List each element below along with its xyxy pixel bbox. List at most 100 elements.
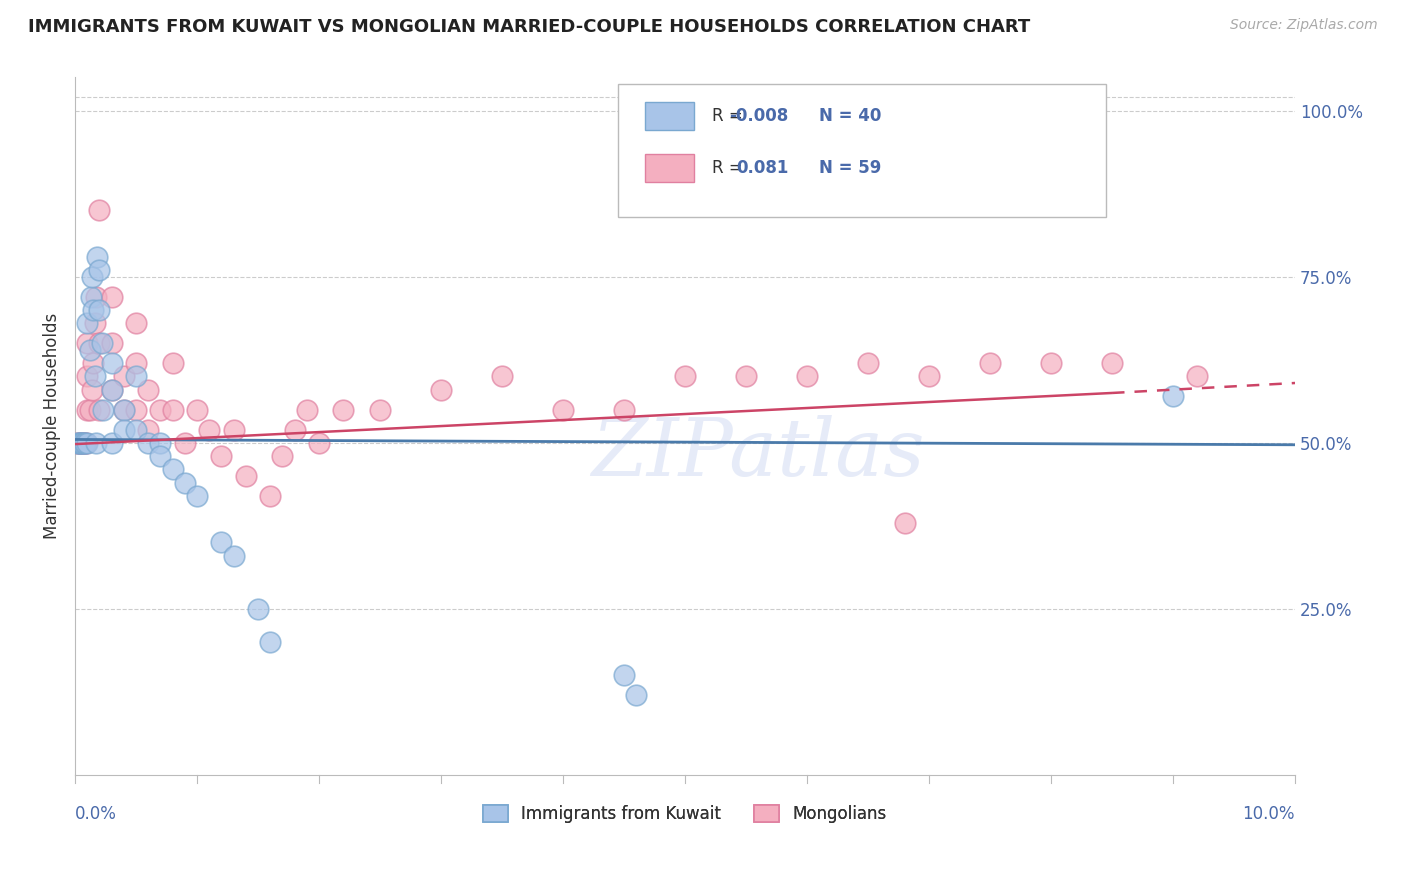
Point [79, 402, 101, 417]
Point [1187, 369, 1209, 384]
Point [112, 423, 135, 437]
Point [149, 402, 172, 417]
Point [1040, 356, 1063, 370]
Text: 0.0%: 0.0% [75, 805, 117, 823]
Point [796, 369, 818, 384]
Point [79, 343, 101, 357]
Point [86, 250, 108, 264]
Point [136, 423, 159, 437]
Point [259, 489, 281, 503]
Point [125, 402, 148, 417]
Point [125, 316, 148, 330]
Point [332, 402, 354, 417]
Legend: Immigrants from Kuwait, Mongolians: Immigrants from Kuwait, Mongolians [477, 797, 894, 830]
Point [173, 475, 195, 490]
Point [91, 402, 114, 417]
FancyBboxPatch shape [645, 154, 693, 182]
Point [247, 602, 270, 616]
Point [112, 402, 135, 417]
Point [125, 369, 148, 384]
Point [112, 402, 135, 417]
Point [70, 435, 93, 450]
Point [162, 462, 184, 476]
Point [100, 383, 122, 397]
Point [222, 423, 245, 437]
Point [82, 356, 104, 370]
FancyBboxPatch shape [617, 85, 1107, 217]
Point [198, 423, 221, 437]
Point [1101, 356, 1123, 370]
Point [209, 535, 232, 549]
Point [112, 369, 135, 384]
Point [551, 402, 574, 417]
FancyBboxPatch shape [645, 102, 693, 129]
Text: IMMIGRANTS FROM KUWAIT VS MONGOLIAN MARRIED-COUPLE HOUSEHOLDS CORRELATION CHART: IMMIGRANTS FROM KUWAIT VS MONGOLIAN MARR… [28, 18, 1031, 36]
Point [613, 668, 636, 682]
Point [979, 356, 1001, 370]
Point [66, 435, 89, 450]
Point [82, 302, 104, 317]
Point [125, 423, 148, 437]
Point [173, 435, 195, 450]
Point [67, 435, 90, 450]
Point [136, 383, 159, 397]
Point [100, 290, 122, 304]
Point [209, 449, 232, 463]
Point [430, 383, 453, 397]
Point [69, 435, 91, 450]
Point [76, 435, 98, 450]
Point [66, 435, 89, 450]
Point [84, 290, 107, 304]
Point [76, 369, 98, 384]
Point [83, 316, 105, 330]
Point [368, 402, 391, 417]
Point [72, 435, 94, 450]
Text: 0.081: 0.081 [737, 159, 789, 178]
Point [72, 435, 94, 450]
Point [100, 435, 122, 450]
Point [89, 336, 111, 351]
Point [80, 290, 103, 304]
Point [89, 203, 111, 218]
Point [84, 435, 107, 450]
Point [76, 402, 98, 417]
Text: -0.008: -0.008 [730, 107, 789, 125]
Point [149, 435, 172, 450]
Point [76, 316, 98, 330]
Point [89, 302, 111, 317]
Point [73, 435, 96, 450]
Point [72, 435, 94, 450]
Point [90, 336, 112, 351]
Point [80, 269, 103, 284]
Point [735, 369, 758, 384]
Point [100, 336, 122, 351]
Text: ZIPatlas: ZIPatlas [592, 416, 925, 493]
Point [73, 435, 96, 450]
Text: R =: R = [711, 159, 748, 178]
Point [673, 369, 696, 384]
Point [162, 356, 184, 370]
Text: Source: ZipAtlas.com: Source: ZipAtlas.com [1230, 18, 1378, 32]
Point [613, 402, 636, 417]
Point [70, 435, 93, 450]
Text: N = 40: N = 40 [820, 107, 882, 125]
Point [308, 435, 330, 450]
Point [893, 516, 915, 530]
Point [149, 449, 172, 463]
Point [271, 449, 294, 463]
Point [80, 383, 103, 397]
Point [259, 635, 281, 649]
Text: N = 59: N = 59 [820, 159, 882, 178]
Point [72, 435, 94, 450]
Point [76, 336, 98, 351]
Point [83, 369, 105, 384]
Point [235, 469, 257, 483]
Point [918, 369, 941, 384]
Point [624, 688, 647, 702]
Point [186, 489, 208, 503]
Point [69, 435, 91, 450]
Point [856, 356, 879, 370]
Point [75, 435, 97, 450]
Point [100, 383, 122, 397]
Point [284, 423, 307, 437]
